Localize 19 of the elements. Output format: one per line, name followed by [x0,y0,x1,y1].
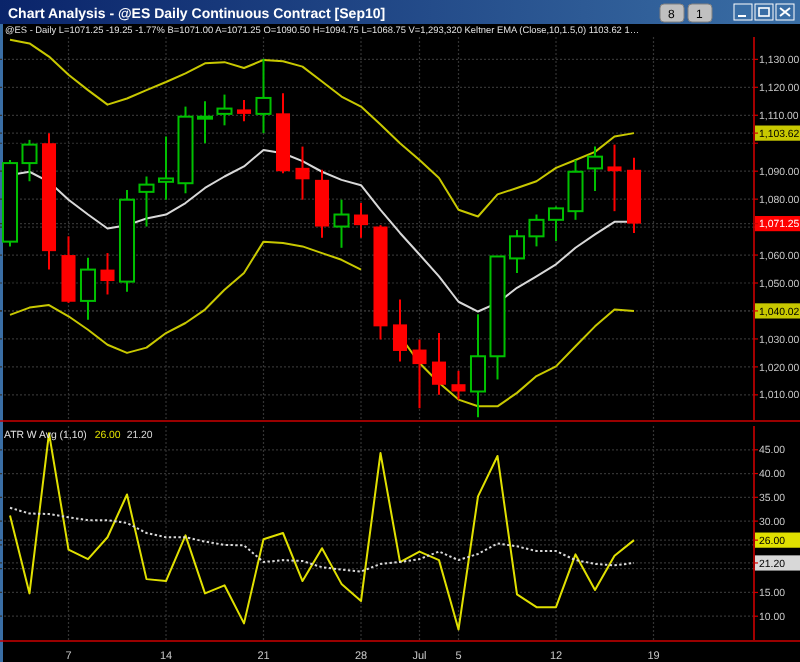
candlestick [412,338,427,410]
candlestick [79,256,97,321]
candlestick [392,298,408,363]
candlestick [216,93,233,127]
candlestick [100,252,115,296]
candlestick [607,143,622,213]
candlestick [295,145,310,201]
candlestick [586,145,604,193]
candlestick [451,369,466,401]
candlestick [61,235,76,304]
line-series [9,506,635,573]
candlestick [353,202,369,239]
candlestick [138,175,155,228]
candlestick [314,168,330,239]
candlestick [333,198,350,249]
candlestick [431,332,447,396]
line-series [9,38,635,218]
candlestick [255,57,272,135]
candlestick [236,98,252,123]
